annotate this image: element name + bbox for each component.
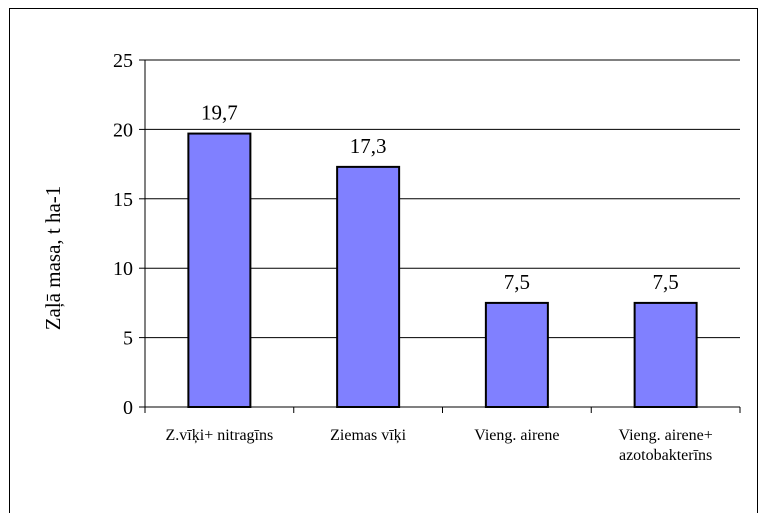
y-tick-label: 15 — [113, 189, 133, 211]
bar — [484, 301, 549, 408]
bar — [336, 165, 401, 408]
y-tick-label: 20 — [113, 119, 133, 141]
bars — [187, 132, 698, 408]
y-axis-label: Zaļā masa, t ha-1 — [41, 186, 65, 331]
x-tick-label: Z.vīķi+ nitragīns — [166, 427, 274, 444]
bar — [633, 301, 698, 408]
y-tick-label: 5 — [123, 328, 133, 350]
x-tick-label: azotobakterīns — [619, 447, 712, 464]
x-tick-label: Vieng. airene — [474, 427, 559, 444]
data-label: 7,5 — [504, 270, 530, 294]
data-label: 19,7 — [201, 101, 238, 125]
x-tick-label: Ziemas vīķi — [330, 427, 407, 444]
y-tick-label: 0 — [123, 397, 133, 419]
x-tick-label: Vieng. airene+ — [619, 427, 713, 444]
data-label: 17,3 — [350, 134, 387, 158]
y-tick-label: 10 — [113, 258, 133, 280]
bar — [187, 132, 252, 408]
labels: 19,7 Z.vīķi+ nitragīns 17,3 Ziemas vīķi 7,5 V… — [166, 101, 713, 464]
y-tick-label: 25 — [113, 50, 133, 72]
data-label: 7,5 — [653, 270, 679, 294]
